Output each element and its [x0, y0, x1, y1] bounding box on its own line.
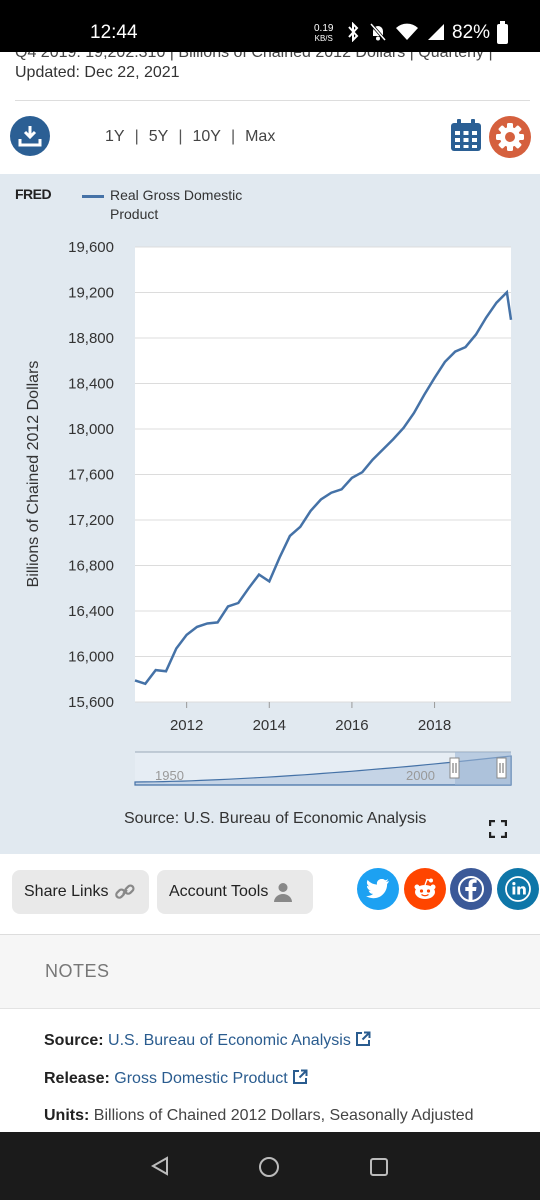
navigator-label-2000: 2000: [406, 768, 435, 783]
note-release: Release: Gross Domestic Product: [44, 1069, 308, 1088]
y-tick-label: 16,400: [68, 603, 114, 620]
share-links-button[interactable]: Share Links: [12, 870, 149, 914]
link-icon: [114, 884, 135, 899]
y-tick-label: 15,600: [68, 694, 114, 711]
account-tools-label: Account Tools: [169, 883, 269, 900]
twitter-icon: [366, 879, 389, 899]
bluetooth-icon: [348, 22, 359, 42]
series-meta-line: Q4 2019: 19,202.310 | Billions of Chaine…: [15, 52, 493, 61]
reddit-icon: [414, 878, 436, 899]
net-speed-value: 0.19: [314, 23, 334, 34]
status-time: 12:44: [90, 22, 138, 43]
range-separator: |: [134, 128, 139, 145]
y-tick-label: 19,200: [68, 285, 114, 302]
signal-icon: [428, 24, 444, 40]
range-1y[interactable]: 1Y: [105, 128, 125, 145]
y-tick-label: 18,800: [68, 330, 114, 347]
note-release-link[interactable]: Gross Domestic Product: [114, 1070, 288, 1087]
notes-section: NOTES Source: U.S. Bureau of Economic An…: [0, 934, 540, 1132]
download-button[interactable]: [10, 116, 50, 156]
range-5y[interactable]: 5Y: [148, 128, 169, 145]
share-links-label: Share Links: [24, 883, 109, 900]
range-10y[interactable]: 10Y: [192, 128, 221, 145]
facebook-icon: [458, 876, 484, 902]
linkedin-icon: [505, 876, 531, 902]
status-bar: 12:44 0.19 KB/S 82%: [0, 0, 540, 52]
user-icon: [274, 883, 293, 902]
range-separator: |: [178, 128, 183, 145]
y-tick-label: 16,000: [68, 649, 114, 666]
navigator-handle-right[interactable]: [496, 757, 507, 779]
wifi-icon: [396, 23, 418, 40]
mute-bell-icon: [369, 23, 387, 41]
fred-logo: FRED: [15, 186, 52, 202]
note-units: Units: Billions of Chained 2012 Dollars,…: [44, 1107, 474, 1125]
android-nav-bar: [0, 1132, 540, 1200]
battery-icon: [497, 21, 508, 44]
y-tick-label: 18,000: [68, 421, 114, 438]
linkedin-share-button[interactable]: [497, 868, 539, 910]
calendar-icon[interactable]: [450, 118, 482, 152]
note-units-value: Billions of Chained 2012 Dollars, Season…: [93, 1107, 474, 1124]
account-tools-button[interactable]: Account Tools: [157, 870, 313, 914]
y-axis-label: Billions of Chained 2012 Dollars: [25, 361, 42, 588]
range-max[interactable]: Max: [245, 128, 276, 145]
x-tick-label: 2016: [335, 717, 368, 734]
notes-title: NOTES: [45, 961, 110, 981]
facebook-share-button[interactable]: [450, 868, 492, 910]
settings-button[interactable]: [489, 116, 531, 158]
note-units-label: Units:: [44, 1107, 90, 1124]
range-navigator[interactable]: 1950 2000: [134, 751, 512, 786]
share-toolbar: Share Links Account Tools: [0, 854, 540, 934]
date-range-selector: 1Y | 5Y | 10Y | Max: [105, 128, 275, 146]
y-tick-label: 18,400: [68, 376, 114, 393]
notes-header: NOTES: [0, 935, 540, 1009]
status-icons: [346, 22, 445, 42]
note-source-label: Source:: [44, 1032, 104, 1049]
twitter-share-button[interactable]: [357, 868, 399, 910]
navigator-label-1950: 1950: [155, 768, 184, 783]
external-link-icon[interactable]: [292, 1069, 308, 1085]
series-line: [134, 289, 513, 686]
y-tick-label: 16,800: [68, 558, 114, 575]
note-source: Source: U.S. Bureau of Economic Analysis: [44, 1031, 371, 1050]
note-source-link[interactable]: U.S. Bureau of Economic Analysis: [108, 1032, 351, 1049]
navigator-handle-left[interactable]: [449, 757, 460, 779]
legend-label: Real Gross Domestic Product: [110, 187, 243, 222]
external-link-icon[interactable]: [355, 1031, 371, 1047]
chart-source: Source: U.S. Bureau of Economic Analysis: [124, 810, 427, 827]
home-icon[interactable]: [258, 1156, 280, 1178]
back-icon[interactable]: [150, 1156, 170, 1176]
recents-icon[interactable]: [369, 1157, 389, 1177]
chart-panel: 19,600 19,200 18,800 18,400 18,000 17,600 17,2…: [0, 174, 540, 854]
legend-swatch: [82, 195, 104, 198]
note-release-label: Release:: [44, 1070, 110, 1087]
gdp-line-chart: 19,600 19,200 18,800 18,400 18,000 17,600 17,2…: [25, 239, 513, 786]
net-speed-unit: KB/S: [314, 34, 333, 43]
battery-percent: 82%: [452, 22, 491, 43]
x-tick-label: 2018: [418, 717, 451, 734]
y-tick-label: 17,600: [68, 467, 114, 484]
net-speed: 0.19 KB/S: [314, 24, 333, 44]
x-tick-label: 2014: [253, 717, 286, 734]
divider: [15, 100, 530, 101]
download-icon: [18, 126, 42, 147]
updated-date: Updated: Dec 22, 2021: [15, 64, 180, 81]
y-tick-label: 19,600: [68, 239, 114, 256]
gear-icon: [496, 123, 524, 151]
page-content: Q4 2019: 19,202.310 | Billions of Chaine…: [0, 52, 540, 1132]
fullscreen-icon[interactable]: [489, 820, 507, 838]
range-separator: |: [230, 128, 236, 145]
y-tick-label: 17,200: [68, 512, 114, 529]
x-tick-label: 2012: [170, 717, 203, 734]
reddit-share-button[interactable]: [404, 868, 446, 910]
